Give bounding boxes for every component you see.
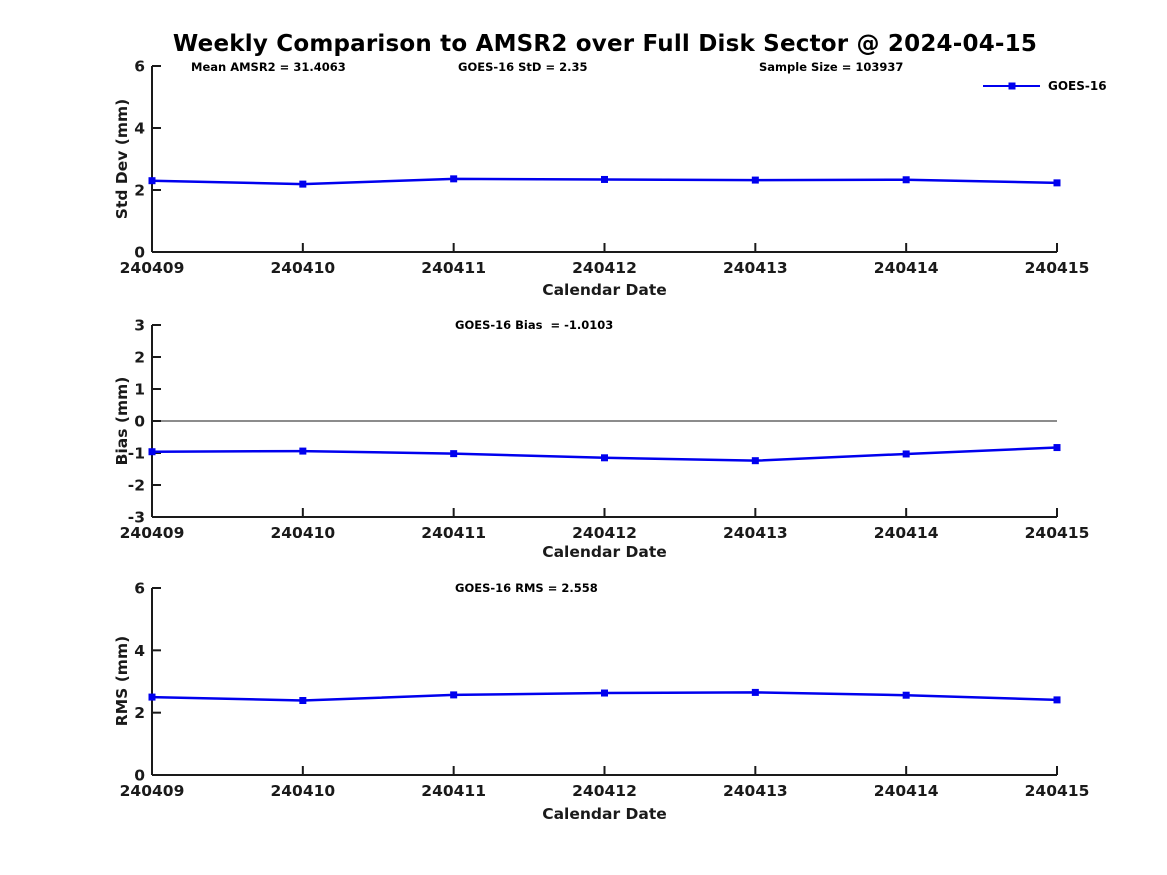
annotation-mean-amsr2: Mean AMSR2 = 31.4063 xyxy=(191,60,346,74)
y-tick-label: 2 xyxy=(134,182,145,200)
x-tick-label: 240412 xyxy=(572,524,637,542)
y-tick-label: 3 xyxy=(134,317,145,335)
data-point-marker xyxy=(601,689,608,697)
x-tick-label: 240414 xyxy=(874,782,939,800)
x-tick-label: 240413 xyxy=(723,259,788,277)
y-tick-label: 0 xyxy=(134,767,145,785)
x-tick-label: 240410 xyxy=(270,782,335,800)
data-point-marker xyxy=(148,177,156,185)
x-tick-label: 240415 xyxy=(1025,259,1090,277)
x-tick-label: 240412 xyxy=(572,782,637,800)
ylabel-rms: RMS (mm) xyxy=(113,635,131,727)
x-tick-label: 240409 xyxy=(120,259,185,277)
data-point-marker xyxy=(751,457,759,465)
annotation-goes16-bias: GOES-16 Bias = -1.0103 xyxy=(455,318,614,332)
y-tick-label: 0 xyxy=(134,413,145,431)
legend-square-marker-icon xyxy=(1008,82,1015,90)
x-tick-label: 240411 xyxy=(421,259,486,277)
y-tick-label: -3 xyxy=(128,509,145,527)
data-point-marker xyxy=(902,450,910,458)
x-tick-label: 240413 xyxy=(723,782,788,800)
data-point-marker xyxy=(902,691,910,699)
annotation-goes16-std: GOES-16 StD = 2.35 xyxy=(458,60,588,74)
x-tick-label: 240409 xyxy=(120,524,185,542)
annotation-sample-size: Sample Size = 103937 xyxy=(759,60,904,74)
y-tick-label: 1 xyxy=(134,381,145,399)
data-point-marker xyxy=(1053,696,1061,704)
xlabel-stddev: Calendar Date xyxy=(542,281,667,299)
data-point-marker xyxy=(299,180,307,188)
annotation-goes16-rms: GOES-16 RMS = 2.558 xyxy=(455,581,598,595)
data-point-marker xyxy=(450,175,458,183)
data-point-marker xyxy=(299,447,307,455)
x-tick-label: 240412 xyxy=(572,259,637,277)
y-tick-label: 4 xyxy=(134,120,145,138)
y-tick-label: -1 xyxy=(128,445,145,463)
x-tick-label: 240414 xyxy=(874,524,939,542)
data-point-marker xyxy=(1053,179,1061,187)
x-tick-label: 240409 xyxy=(120,782,185,800)
data-point-marker xyxy=(148,448,156,456)
data-point-marker xyxy=(751,176,759,184)
x-tick-label: 240413 xyxy=(723,524,788,542)
x-tick-label: 240415 xyxy=(1025,524,1090,542)
x-tick-label: 240410 xyxy=(270,524,335,542)
data-point-marker xyxy=(1053,444,1061,452)
data-point-marker xyxy=(601,175,608,183)
data-point-marker xyxy=(299,697,307,705)
x-tick-label: 240410 xyxy=(270,259,335,277)
legend: GOES-16 xyxy=(983,79,1107,93)
legend-line-sample xyxy=(983,82,1040,90)
data-point-marker xyxy=(751,688,759,696)
y-tick-label: 6 xyxy=(134,58,145,76)
chart-title: Weekly Comparison to AMSR2 over Full Dis… xyxy=(172,31,1038,57)
bias-chart: -3 -2 -1 0 1 2 3 240409 240410 240411 240412 240413… xyxy=(120,317,1090,543)
rms-chart: 0 2 4 6 240409 240410 240411 240412 240413 240414… xyxy=(120,580,1090,801)
y-tick-label: 2 xyxy=(134,349,145,367)
y-tick-label: 2 xyxy=(134,704,145,722)
data-point-marker xyxy=(450,450,458,458)
y-tick-label: 4 xyxy=(134,642,145,660)
x-tick-label: 240411 xyxy=(421,782,486,800)
stddev-chart: 0 2 4 6 240409 240410 240411 240412 240413 240414… xyxy=(120,58,1090,278)
data-point-marker xyxy=(148,693,156,701)
x-tick-label: 240414 xyxy=(874,259,939,277)
xlabel-rms: Calendar Date xyxy=(542,805,667,823)
data-point-marker xyxy=(450,691,458,699)
data-point-marker xyxy=(902,176,910,184)
ylabel-stddev: Std Dev (mm) xyxy=(113,98,131,220)
y-tick-label: -2 xyxy=(128,477,145,495)
y-tick-label: 0 xyxy=(134,244,145,262)
xlabel-bias: Calendar Date xyxy=(542,543,667,561)
y-tick-label: 6 xyxy=(134,580,145,598)
legend-label: GOES-16 xyxy=(1048,79,1107,93)
x-tick-label: 240415 xyxy=(1025,782,1090,800)
data-point-marker xyxy=(601,454,608,462)
x-tick-label: 240411 xyxy=(421,524,486,542)
ylabel-bias: Bias (mm) xyxy=(113,376,131,466)
